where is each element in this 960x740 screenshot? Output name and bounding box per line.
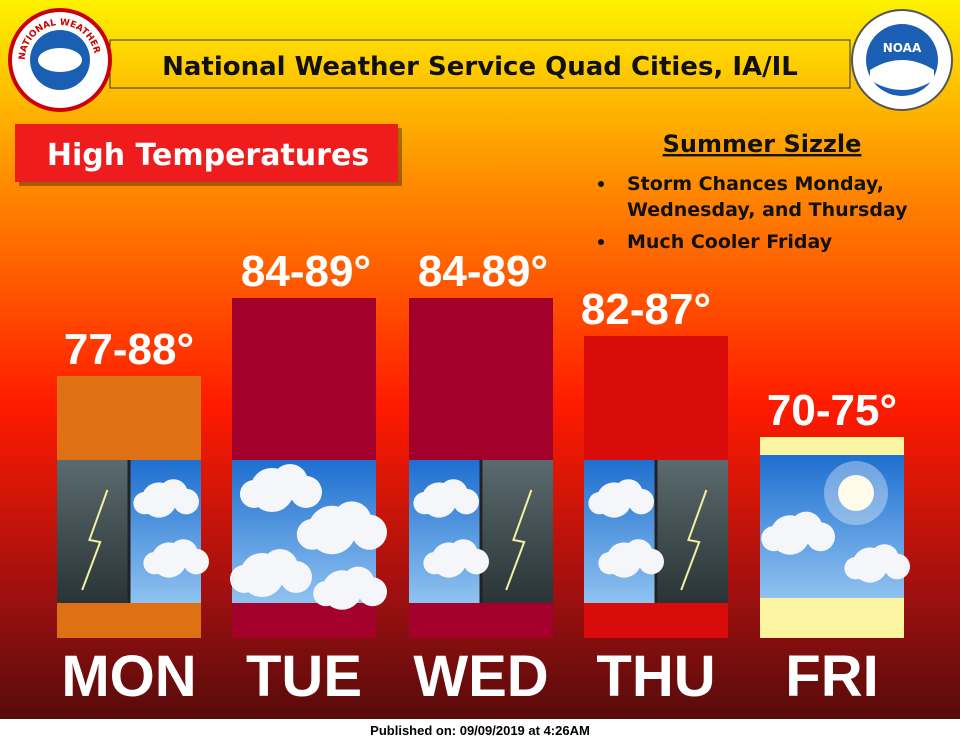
icon-cloud (598, 552, 621, 575)
icon-cloud (588, 492, 611, 515)
icon-cloud (413, 492, 436, 515)
bullet-dot (598, 181, 604, 187)
note-bullet: Much Cooler Friday (627, 231, 833, 253)
icon-cloud (183, 548, 209, 575)
icon-cloud (806, 522, 835, 552)
day-temps: 82-87° (581, 285, 711, 334)
icon-sun (838, 475, 874, 511)
icon-cloud (628, 488, 654, 515)
icon-lightning (81, 489, 109, 591)
icon-cloud (230, 565, 258, 593)
icon-cloud (423, 552, 446, 575)
icon-cloud (173, 488, 199, 515)
bullet-dot (598, 239, 604, 245)
notes-title: Summer Sizzle (663, 130, 862, 158)
weather-icon (409, 460, 553, 603)
day-temps: 77-88° (64, 325, 194, 374)
icon-cloud (638, 548, 664, 575)
note-line: Much Cooler Friday (627, 231, 833, 253)
weather-icon (584, 460, 728, 603)
icon-cloud (143, 552, 166, 575)
day-temps: 70-75° (767, 386, 897, 435)
icon-lightning (680, 489, 708, 591)
weather-icon (57, 460, 209, 603)
day-label: TUE (246, 644, 362, 709)
icon-cloud (290, 476, 322, 508)
icon-cloud (296, 519, 328, 550)
icon-cloud (884, 553, 910, 580)
icon-cloud (358, 577, 387, 607)
panel-title: High Temperatures (47, 138, 369, 173)
icon-cloud (133, 492, 156, 515)
day-label: WED (413, 644, 548, 709)
header-title: National Weather Service Quad Cities, IA… (162, 52, 798, 82)
icon-cloud (761, 526, 787, 552)
icon-cloud (280, 561, 312, 593)
icon-cloud (463, 548, 490, 575)
icon-cloud (844, 557, 867, 580)
day-temps: 84-89° (418, 247, 548, 296)
note-bullet: Storm Chances Monday, Wednesday, and Thur… (627, 173, 908, 221)
day-temps: 84-89° (241, 247, 371, 296)
footer: Published on: 09/09/2019 at 4:26AM (370, 723, 590, 738)
note-line: Wednesday, and Thursday (627, 199, 908, 221)
noaa-logo-text: NOAA (883, 41, 922, 55)
icon-lightning (505, 489, 533, 591)
day-label: FRI (785, 644, 878, 709)
icon-cloud (453, 488, 480, 515)
day-label: MON (61, 644, 196, 709)
note-line: Storm Chances Monday, (627, 173, 884, 195)
icon-sun-glow (824, 461, 888, 525)
weather-icon (230, 460, 387, 610)
icon-cloud (313, 581, 339, 607)
day-label: THU (596, 644, 715, 709)
panel-box (15, 124, 398, 182)
icon-cloud (351, 514, 387, 550)
footer-bar (0, 719, 960, 740)
weather-icon (760, 455, 910, 598)
noaa-logo: NOAA (851, 9, 953, 111)
icon-cloud (240, 480, 268, 508)
